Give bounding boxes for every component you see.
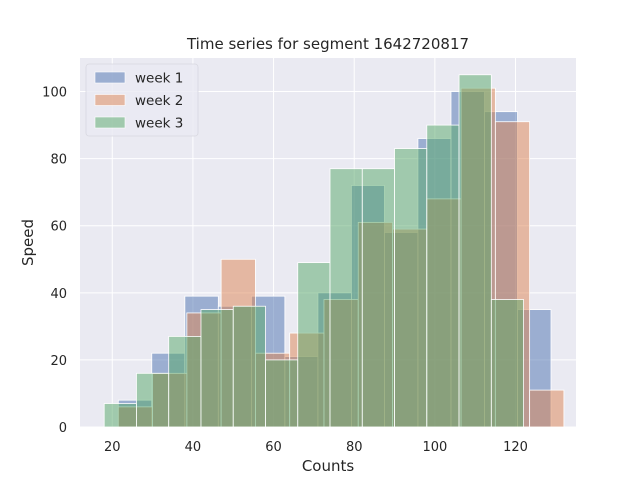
series-week-3 [103, 74, 524, 428]
bar-week-3-1 [136, 372, 170, 428]
bar-week-3-10 [426, 124, 460, 428]
histogram-bars [103, 74, 565, 428]
bar-week-3-6 [297, 262, 331, 428]
legend-swatch [94, 71, 126, 84]
y-tick-label: 0 [59, 421, 67, 436]
y-tick-label: 80 [50, 153, 67, 168]
bar-week-3-4 [232, 305, 266, 428]
bar-week-3-7 [329, 168, 363, 428]
y-tick-label: 100 [42, 86, 67, 101]
bar-week-3-8 [361, 168, 395, 428]
legend: week 1 week 2 week 3 [85, 63, 199, 137]
legend-swatch [94, 94, 126, 106]
bar-week-3-11 [458, 74, 492, 428]
bar-week-3-5 [265, 359, 299, 428]
x-tick-label: 120 [503, 440, 528, 455]
x-axis-label: Counts [302, 457, 355, 475]
x-tick-label: 20 [104, 440, 121, 455]
x-tick-label: 100 [422, 440, 447, 455]
bar-week-3-0 [103, 403, 137, 428]
bar-week-3-3 [200, 309, 234, 428]
y-axis-label: Speed [19, 219, 37, 266]
legend-label: week 1 [135, 71, 183, 87]
legend-swatch [94, 116, 126, 129]
legend-label: week 2 [135, 93, 183, 109]
y-tick-label: 60 [50, 220, 67, 235]
y-tick-labels: 0 20 40 60 80 100 [42, 86, 67, 436]
bar-week-3-9 [394, 148, 428, 428]
x-tick-label: 40 [185, 440, 202, 455]
legend-label: week 3 [135, 116, 183, 132]
bar-week-3-12 [490, 299, 524, 428]
legend-item: week 2 [94, 93, 183, 109]
legend-item: week 1 [94, 71, 183, 87]
bar-week-3-2 [168, 336, 202, 428]
legend-item: week 3 [94, 116, 183, 132]
y-tick-label: 20 [50, 354, 67, 369]
bar-week-2-12 [529, 389, 565, 428]
x-tick-label: 60 [265, 440, 282, 455]
x-tick-label: 80 [346, 440, 363, 455]
x-tick-labels: 20 40 60 80 100 120 [104, 440, 528, 455]
y-tick-label: 40 [50, 287, 67, 302]
chart-title: Time series for segment 1642720817 [186, 35, 469, 53]
